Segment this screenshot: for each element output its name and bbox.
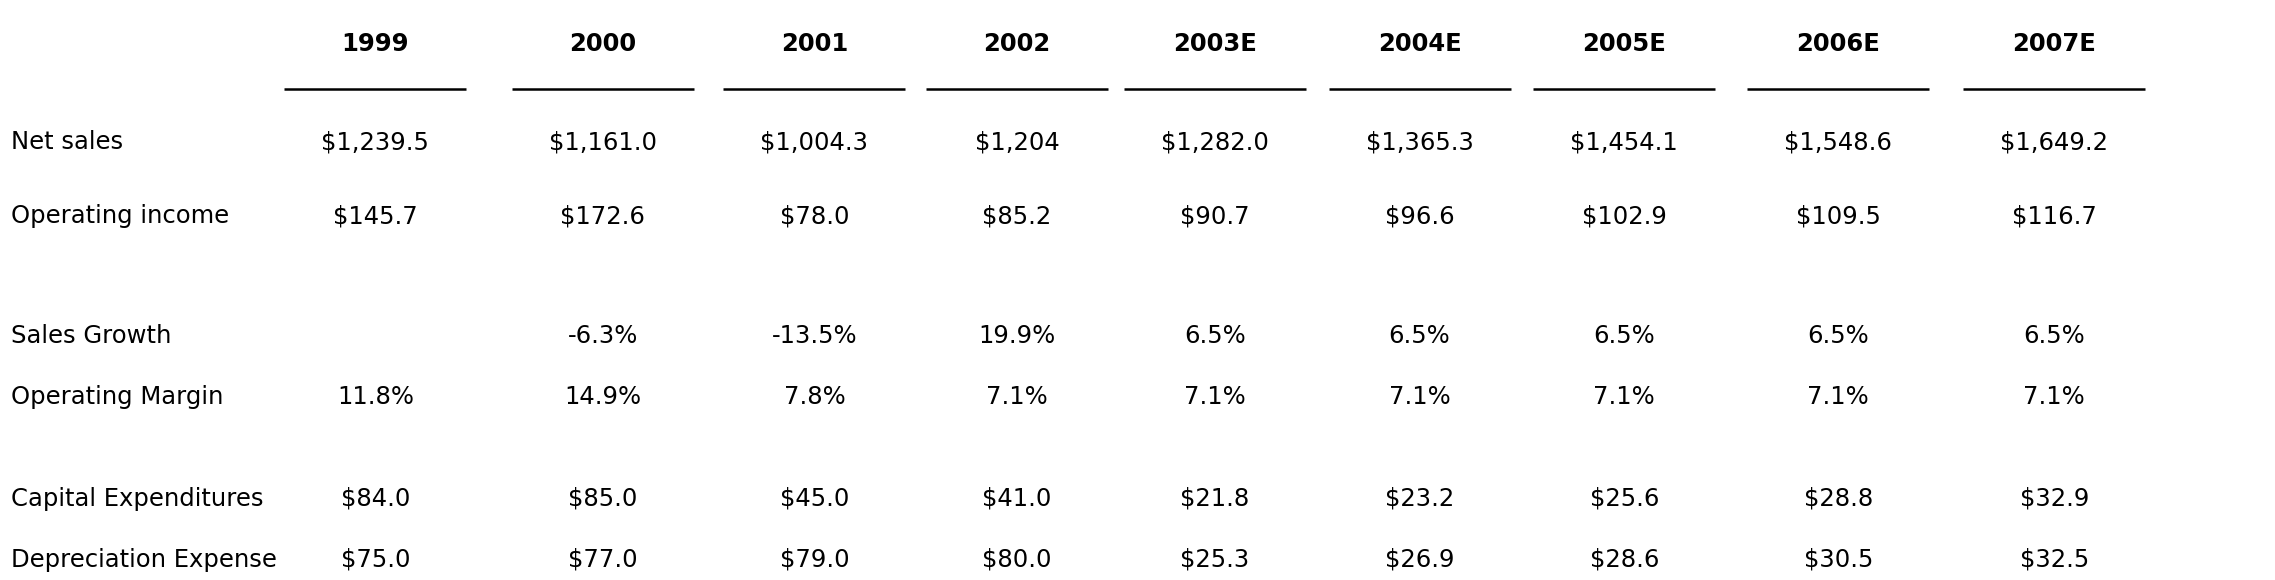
Text: -13.5%: -13.5% [771, 324, 858, 348]
Text: $32.5: $32.5 [2020, 548, 2088, 572]
Text: $23.2: $23.2 [1385, 487, 1454, 510]
Text: $25.6: $25.6 [1590, 487, 1658, 510]
Text: 19.9%: 19.9% [978, 324, 1056, 348]
Text: $1,365.3: $1,365.3 [1365, 130, 1474, 154]
Text: Depreciation Expense: Depreciation Expense [11, 548, 278, 572]
Text: $77.0: $77.0 [569, 548, 637, 572]
Text: 7.1%: 7.1% [1183, 385, 1247, 409]
Text: -6.3%: -6.3% [569, 324, 637, 348]
Text: Capital Expenditures: Capital Expenditures [11, 487, 264, 510]
Text: 2005E: 2005E [1583, 32, 1665, 56]
Text: $28.8: $28.8 [1804, 487, 1872, 510]
Text: $145.7: $145.7 [332, 204, 419, 228]
Text: 2007E: 2007E [2013, 32, 2095, 56]
Text: $25.3: $25.3 [1181, 548, 1249, 572]
Text: $172.6: $172.6 [560, 204, 646, 228]
Text: Net sales: Net sales [11, 130, 123, 154]
Text: Operating Margin: Operating Margin [11, 385, 223, 409]
Text: 1999: 1999 [341, 32, 410, 56]
Text: 2000: 2000 [569, 32, 637, 56]
Text: 6.5%: 6.5% [1592, 324, 1656, 348]
Text: 11.8%: 11.8% [337, 385, 414, 409]
Text: $96.6: $96.6 [1385, 204, 1454, 228]
Text: 14.9%: 14.9% [564, 385, 642, 409]
Text: $79.0: $79.0 [780, 548, 849, 572]
Text: $1,282.0: $1,282.0 [1160, 130, 1269, 154]
Text: $30.5: $30.5 [1804, 548, 1872, 572]
Text: 7.1%: 7.1% [985, 385, 1049, 409]
Text: $1,548.6: $1,548.6 [1784, 130, 1893, 154]
Text: 6.5%: 6.5% [1183, 324, 1247, 348]
Text: $45.0: $45.0 [780, 487, 849, 510]
Text: 7.8%: 7.8% [783, 385, 846, 409]
Text: 2001: 2001 [780, 32, 849, 56]
Text: $1,204: $1,204 [974, 130, 1060, 154]
Text: 6.5%: 6.5% [1806, 324, 1870, 348]
Text: $85.2: $85.2 [983, 204, 1051, 228]
Text: $1,649.2: $1,649.2 [2000, 130, 2109, 154]
Text: 7.1%: 7.1% [2022, 385, 2086, 409]
Text: 7.1%: 7.1% [1806, 385, 1870, 409]
Text: 7.1%: 7.1% [1388, 385, 1451, 409]
Text: $78.0: $78.0 [780, 204, 849, 228]
Text: 6.5%: 6.5% [1388, 324, 1451, 348]
Text: $80.0: $80.0 [983, 548, 1051, 572]
Text: 2003E: 2003E [1174, 32, 1256, 56]
Text: $21.8: $21.8 [1181, 487, 1249, 510]
Text: 7.1%: 7.1% [1592, 385, 1656, 409]
Text: $90.7: $90.7 [1181, 204, 1249, 228]
Text: $26.9: $26.9 [1385, 548, 1454, 572]
Text: $41.0: $41.0 [983, 487, 1051, 510]
Text: $102.9: $102.9 [1581, 204, 1668, 228]
Text: Sales Growth: Sales Growth [11, 324, 171, 348]
Text: 6.5%: 6.5% [2022, 324, 2086, 348]
Text: 2006E: 2006E [1797, 32, 1879, 56]
Text: $1,004.3: $1,004.3 [760, 130, 869, 154]
Text: 2002: 2002 [983, 32, 1051, 56]
Text: $116.7: $116.7 [2011, 204, 2098, 228]
Text: Operating income: Operating income [11, 204, 230, 228]
Text: $75.0: $75.0 [341, 548, 410, 572]
Text: $85.0: $85.0 [569, 487, 637, 510]
Text: $1,454.1: $1,454.1 [1570, 130, 1679, 154]
Text: $84.0: $84.0 [341, 487, 410, 510]
Text: 2004E: 2004E [1379, 32, 1461, 56]
Text: $32.9: $32.9 [2020, 487, 2088, 510]
Text: $1,239.5: $1,239.5 [321, 130, 430, 154]
Text: $1,161.0: $1,161.0 [548, 130, 657, 154]
Text: $109.5: $109.5 [1795, 204, 1881, 228]
Text: $28.6: $28.6 [1590, 548, 1658, 572]
